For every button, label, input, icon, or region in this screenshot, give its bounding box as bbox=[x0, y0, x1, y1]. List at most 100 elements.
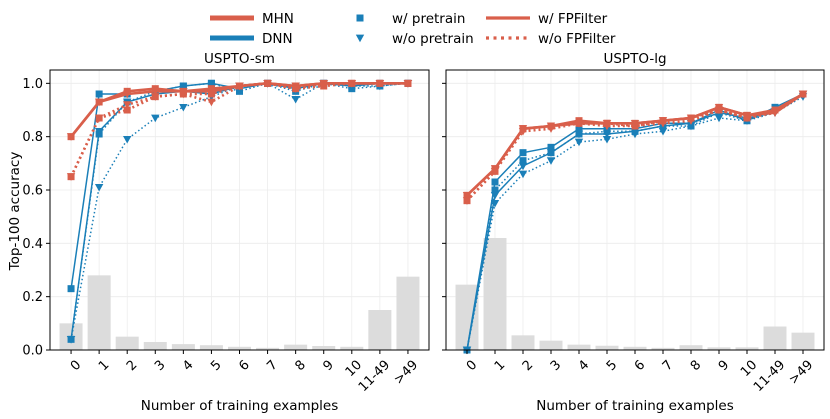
point-mhn bbox=[574, 119, 584, 128]
point-mhn bbox=[347, 79, 356, 88]
point-dnn bbox=[546, 157, 556, 165]
point-mhn bbox=[94, 114, 104, 123]
x-tick-label: 1 bbox=[492, 358, 508, 374]
x-tick-label: 8 bbox=[292, 358, 308, 374]
point-dnn bbox=[518, 170, 528, 179]
legend-swatch bbox=[355, 34, 365, 43]
legend-swatch bbox=[356, 14, 364, 22]
point-dnn bbox=[94, 127, 104, 136]
bar-8 bbox=[679, 345, 703, 350]
bar-11-49 bbox=[368, 310, 392, 350]
bar-10 bbox=[735, 347, 759, 350]
y-axis-label: Top-100 accuracy bbox=[7, 152, 23, 272]
point-dnn bbox=[490, 191, 500, 200]
point-dnn bbox=[575, 125, 583, 133]
bar->49 bbox=[396, 276, 420, 350]
legend-entry-w-pretrain: w/ pretrain bbox=[356, 11, 465, 27]
panel-title: USPTO-lg bbox=[603, 51, 666, 67]
point-mhn bbox=[66, 133, 76, 141]
point-mhn bbox=[462, 191, 472, 200]
point-dnn bbox=[67, 285, 75, 293]
x-tick-label: 0 bbox=[464, 358, 480, 374]
point-mhn bbox=[123, 101, 132, 109]
bar-1 bbox=[87, 275, 111, 350]
bar-4 bbox=[567, 344, 591, 350]
point-mhn bbox=[658, 119, 668, 128]
point-dnn bbox=[207, 79, 215, 87]
point-mhn bbox=[375, 79, 385, 88]
point-mhn bbox=[263, 79, 272, 88]
x-tick-label: 10 bbox=[343, 358, 365, 380]
point-dnn bbox=[95, 90, 103, 98]
bar-2 bbox=[115, 336, 139, 350]
point-dnn bbox=[630, 130, 640, 139]
point-mhn bbox=[179, 90, 188, 99]
point-dnn bbox=[574, 130, 584, 139]
point-dnn bbox=[490, 199, 500, 208]
point-dnn bbox=[658, 127, 668, 136]
legend: MHN DNN w/ pretrain w/o pretrain w/ FPFilter… bbox=[210, 11, 616, 47]
y-tick-label: 0.8 bbox=[22, 130, 43, 145]
x-tick-label: 10 bbox=[738, 358, 760, 380]
bar-6 bbox=[227, 346, 252, 350]
bar-10 bbox=[340, 346, 364, 350]
legend-entry-w-o-fpfilter: w/o FPFilter bbox=[486, 31, 616, 47]
legend-label: w/o pretrain bbox=[392, 31, 474, 47]
bar-7 bbox=[256, 347, 280, 350]
bar-1 bbox=[483, 238, 507, 350]
x-tick-label: 0 bbox=[68, 358, 84, 374]
x-tick-label: 4 bbox=[180, 358, 196, 374]
legend-label: MHN bbox=[262, 11, 294, 27]
point-dnn bbox=[291, 95, 300, 104]
x-tick-label: >49 bbox=[391, 358, 421, 388]
x-tick-label: 9 bbox=[321, 358, 337, 374]
point-mhn bbox=[207, 98, 216, 107]
legend-entry-mhn: MHN bbox=[210, 11, 294, 27]
bar-4 bbox=[171, 344, 195, 350]
y-tick-label: 0.6 bbox=[22, 184, 43, 199]
point-mhn bbox=[518, 127, 528, 136]
point-dnn bbox=[686, 122, 696, 131]
point-dnn bbox=[94, 183, 104, 192]
bar-3 bbox=[539, 340, 563, 350]
point-dnn bbox=[123, 135, 132, 144]
x-tick-label: 4 bbox=[576, 358, 592, 374]
point-mhn bbox=[66, 173, 76, 181]
point-dnn bbox=[151, 114, 160, 123]
x-tick-label: 3 bbox=[548, 358, 564, 374]
x-tick-label: 7 bbox=[660, 358, 676, 374]
point-dnn bbox=[714, 114, 724, 123]
point-mhn bbox=[742, 114, 752, 123]
x-tick-label: 2 bbox=[124, 358, 140, 374]
point-mhn bbox=[151, 87, 160, 96]
point-dnn bbox=[602, 135, 612, 144]
x-tick-label: >49 bbox=[786, 358, 816, 388]
point-mhn bbox=[798, 90, 808, 99]
bar-11-49 bbox=[763, 326, 787, 350]
point-mhn bbox=[462, 197, 472, 205]
legend-label: w/o FPFilter bbox=[538, 31, 616, 47]
bar-3 bbox=[143, 342, 167, 350]
point-dnn bbox=[602, 130, 612, 139]
x-tick-label: 6 bbox=[236, 358, 252, 374]
y-tick-label: 0.4 bbox=[22, 237, 43, 252]
point-mhn bbox=[235, 82, 244, 91]
x-tick-label: 9 bbox=[716, 358, 732, 374]
panel-title: USPTO-sm bbox=[204, 51, 275, 67]
x-tick-label: 8 bbox=[688, 358, 704, 374]
point-mhn bbox=[94, 98, 104, 107]
legend-entry-w-o-pretrain: w/o pretrain bbox=[355, 31, 474, 47]
x-tick-label: 11-49 bbox=[751, 358, 788, 395]
legend-label: w/ FPFilter bbox=[538, 11, 608, 27]
point-mhn bbox=[319, 79, 328, 88]
point-dnn bbox=[547, 143, 555, 151]
point-mhn bbox=[123, 90, 132, 99]
point-mhn bbox=[630, 122, 640, 131]
legend-entry-dnn: DNN bbox=[210, 31, 293, 47]
x-tick-label: 2 bbox=[520, 358, 536, 374]
legend-label: w/ pretrain bbox=[392, 11, 465, 27]
point-mhn bbox=[123, 106, 131, 114]
bar-2 bbox=[511, 335, 535, 350]
